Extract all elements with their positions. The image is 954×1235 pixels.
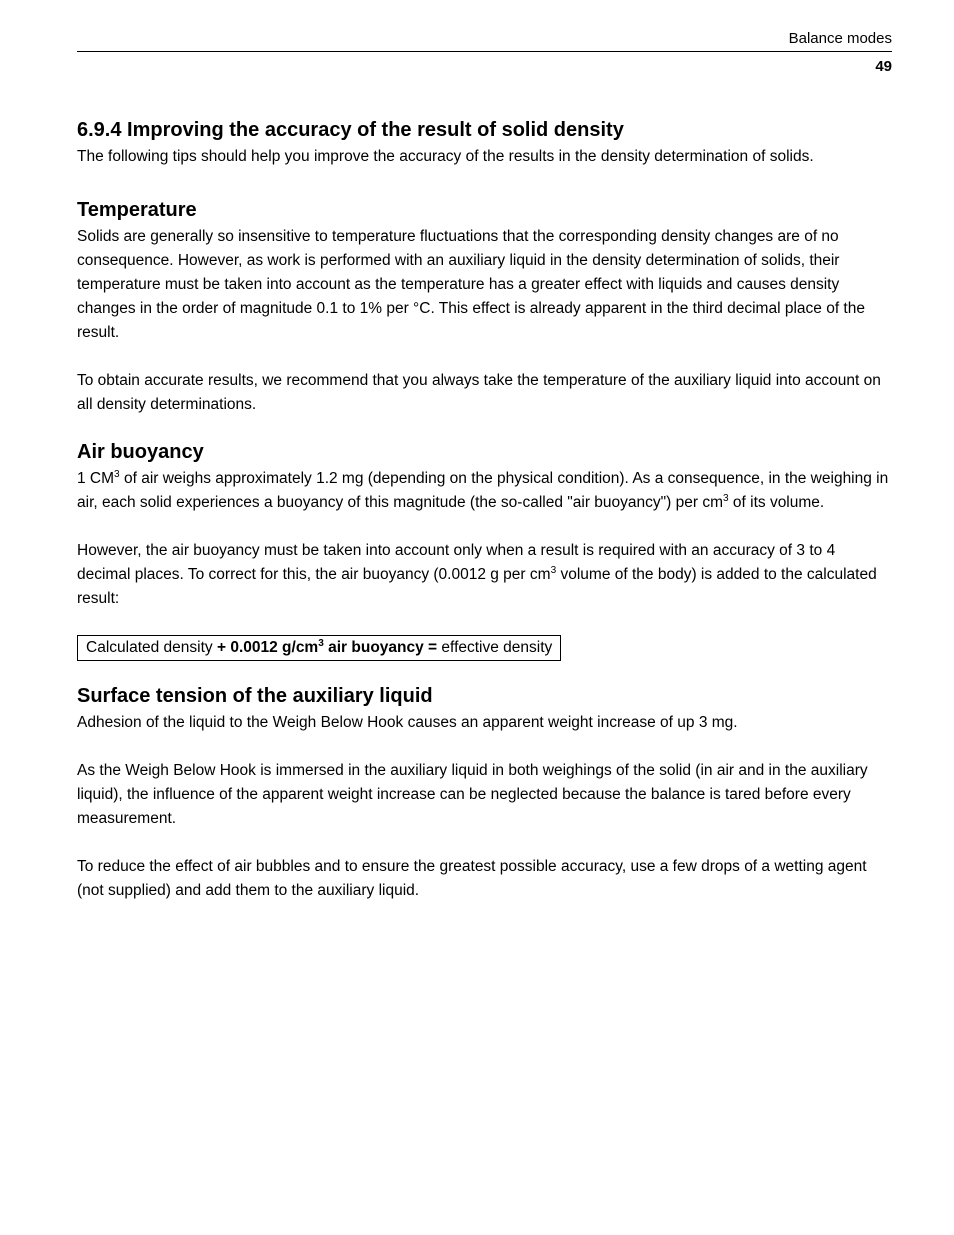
section-heading: 6.9.4 Improving the accuracy of the resu… — [77, 119, 892, 142]
section-number: 6.9.4 — [77, 119, 121, 141]
section-title: Improving the accuracy of the result of … — [127, 119, 624, 141]
surface-tension-paragraph-2: As the Weigh Below Hook is immersed in t… — [77, 759, 892, 831]
page-number: 49 — [77, 58, 892, 75]
section-intro-text: The following tips should help you impro… — [77, 145, 892, 169]
temperature-heading: Temperature — [77, 199, 892, 222]
temperature-paragraph-2: To obtain accurate results, we recommend… — [77, 369, 892, 417]
air-buoyancy-heading: Air buoyancy — [77, 441, 892, 464]
air-buoyancy-paragraph-1: 1 CM3 of air weighs approximately 1.2 mg… — [77, 467, 892, 515]
header-chapter-title: Balance modes — [77, 30, 892, 52]
formula-box: Calculated density + 0.0012 g/cm3 air bu… — [77, 635, 561, 661]
air-buoyancy-paragraph-2: However, the air buoyancy must be taken … — [77, 539, 892, 611]
temperature-paragraph-1: Solids are generally so insensitive to t… — [77, 225, 892, 345]
surface-tension-paragraph-1: Adhesion of the liquid to the Weigh Belo… — [77, 711, 892, 735]
surface-tension-paragraph-3: To reduce the effect of air bubbles and … — [77, 855, 892, 903]
surface-tension-heading: Surface tension of the auxiliary liquid — [77, 685, 892, 708]
